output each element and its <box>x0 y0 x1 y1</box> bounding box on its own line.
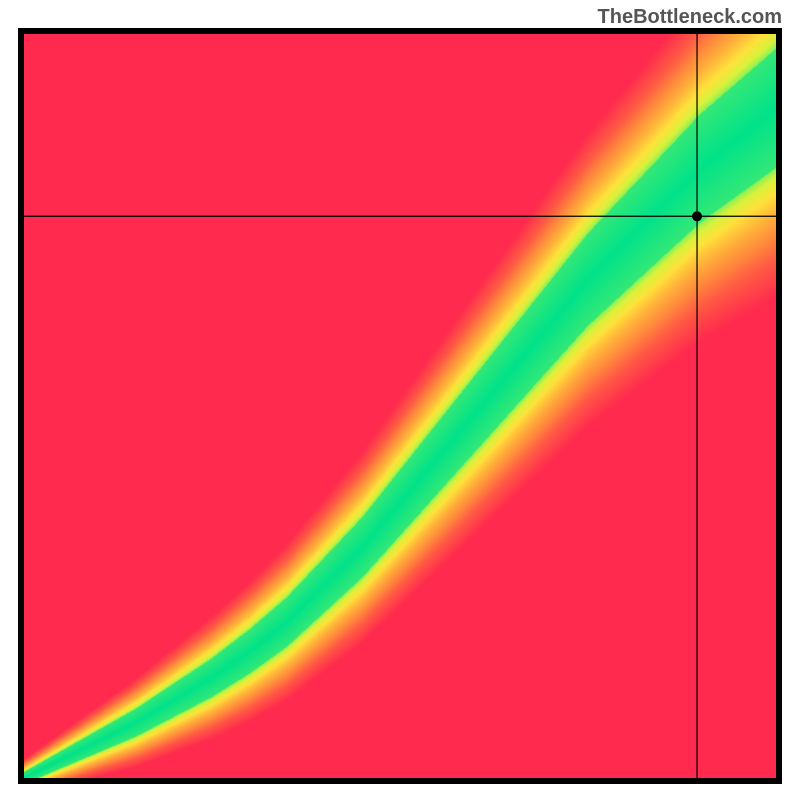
chart-frame <box>18 28 782 784</box>
watermark-text: TheBottleneck.com <box>598 6 782 29</box>
bottleneck-heatmap <box>24 34 776 778</box>
